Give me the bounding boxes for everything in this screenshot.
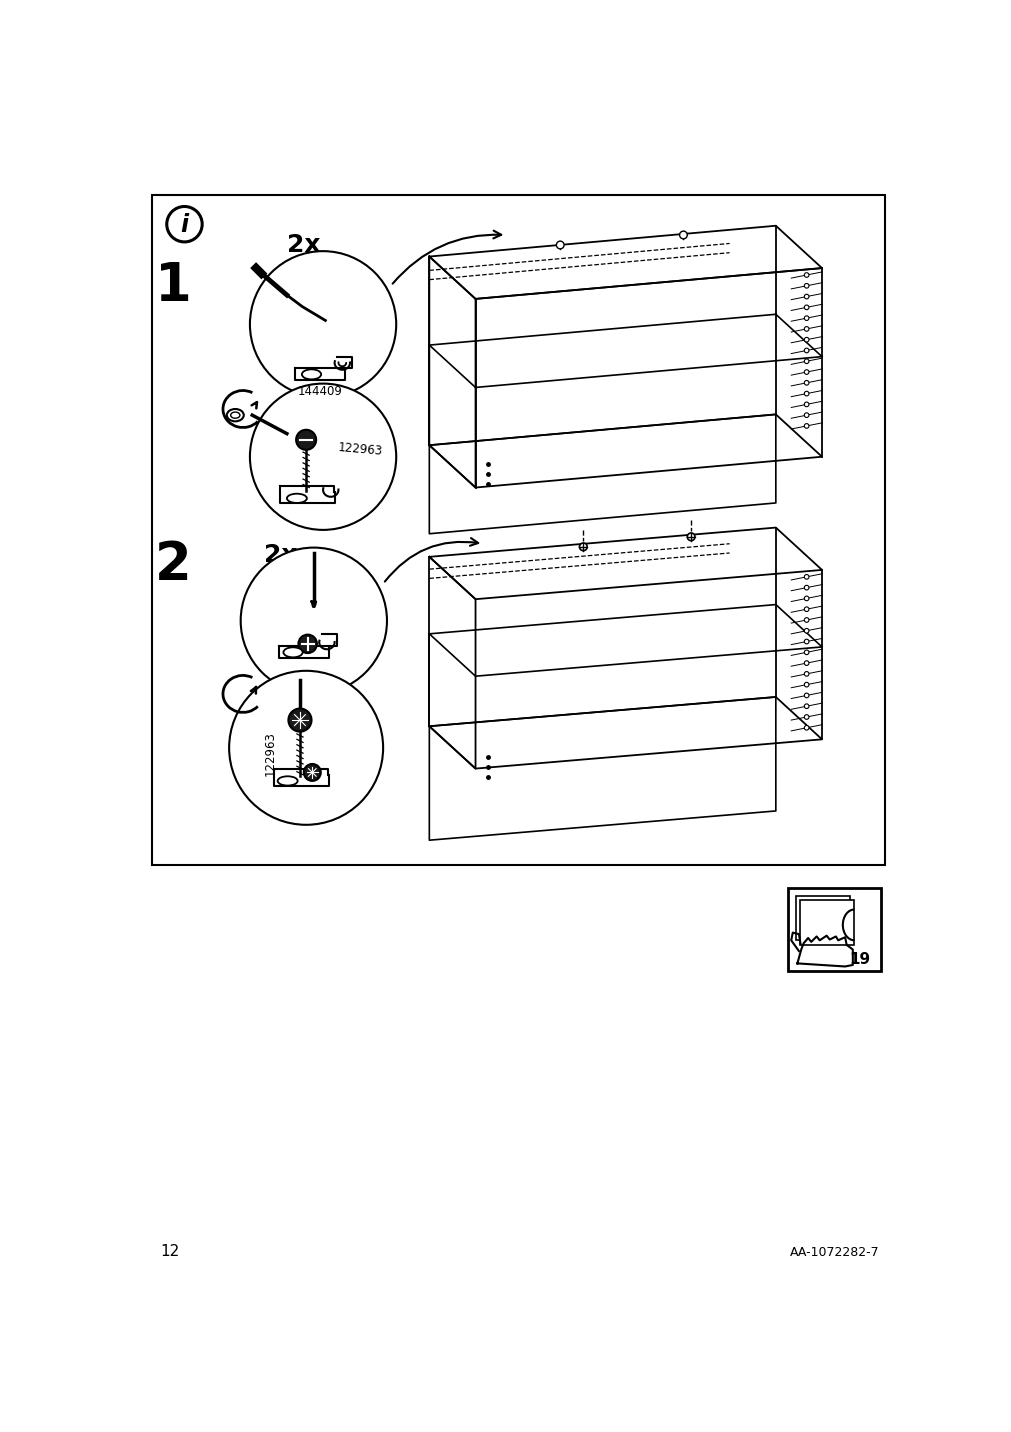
FancyArrowPatch shape xyxy=(392,231,500,284)
Circle shape xyxy=(804,705,808,709)
Circle shape xyxy=(804,693,808,697)
Circle shape xyxy=(804,284,808,288)
Text: 12: 12 xyxy=(160,1244,179,1259)
Text: 2x: 2x xyxy=(286,233,320,256)
Circle shape xyxy=(804,391,808,395)
Circle shape xyxy=(579,543,586,551)
Text: AA-1072282-7: AA-1072282-7 xyxy=(790,1246,879,1259)
Circle shape xyxy=(804,305,808,309)
Circle shape xyxy=(804,617,808,623)
Circle shape xyxy=(804,326,808,331)
Text: i: i xyxy=(180,213,188,236)
Circle shape xyxy=(288,709,311,732)
Circle shape xyxy=(250,384,396,530)
Circle shape xyxy=(804,607,808,611)
Text: 19: 19 xyxy=(848,952,869,967)
Circle shape xyxy=(241,547,386,695)
Text: 144409: 144409 xyxy=(297,385,342,398)
Circle shape xyxy=(804,672,808,676)
Circle shape xyxy=(804,596,808,601)
Circle shape xyxy=(804,381,808,385)
Circle shape xyxy=(250,251,396,398)
Bar xyxy=(800,901,853,945)
Circle shape xyxy=(296,430,315,450)
Text: 2x: 2x xyxy=(264,543,297,567)
Ellipse shape xyxy=(277,776,297,786)
Text: 122963: 122963 xyxy=(264,730,276,776)
Circle shape xyxy=(804,272,808,278)
Ellipse shape xyxy=(301,369,320,379)
Circle shape xyxy=(804,660,808,666)
Circle shape xyxy=(556,241,563,249)
Bar xyxy=(788,888,880,971)
Circle shape xyxy=(804,639,808,644)
Ellipse shape xyxy=(231,412,240,418)
Bar xyxy=(795,895,849,941)
Ellipse shape xyxy=(226,410,244,421)
Text: 2: 2 xyxy=(155,538,191,590)
Circle shape xyxy=(228,670,383,825)
Circle shape xyxy=(804,359,808,364)
Circle shape xyxy=(804,402,808,407)
Ellipse shape xyxy=(283,647,302,657)
Circle shape xyxy=(298,634,316,653)
Circle shape xyxy=(804,715,808,719)
Circle shape xyxy=(804,683,808,687)
Circle shape xyxy=(167,206,202,242)
Circle shape xyxy=(804,726,808,730)
Circle shape xyxy=(804,629,808,633)
Circle shape xyxy=(804,348,808,352)
Bar xyxy=(152,195,885,865)
Circle shape xyxy=(804,294,808,299)
Circle shape xyxy=(804,424,808,428)
Circle shape xyxy=(804,369,808,374)
Circle shape xyxy=(804,412,808,418)
FancyArrowPatch shape xyxy=(384,538,478,581)
Text: 1: 1 xyxy=(155,259,191,312)
Text: 122963: 122963 xyxy=(337,441,382,457)
Circle shape xyxy=(679,231,686,239)
Circle shape xyxy=(804,574,808,579)
Circle shape xyxy=(804,316,808,321)
Circle shape xyxy=(686,533,695,541)
Circle shape xyxy=(303,763,320,780)
Circle shape xyxy=(804,586,808,590)
Circle shape xyxy=(804,650,808,654)
Ellipse shape xyxy=(286,494,306,503)
Circle shape xyxy=(804,338,808,342)
